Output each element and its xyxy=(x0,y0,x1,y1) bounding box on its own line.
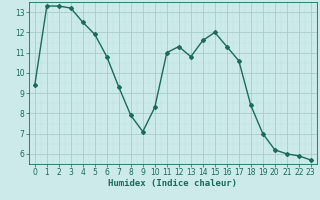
X-axis label: Humidex (Indice chaleur): Humidex (Indice chaleur) xyxy=(108,179,237,188)
